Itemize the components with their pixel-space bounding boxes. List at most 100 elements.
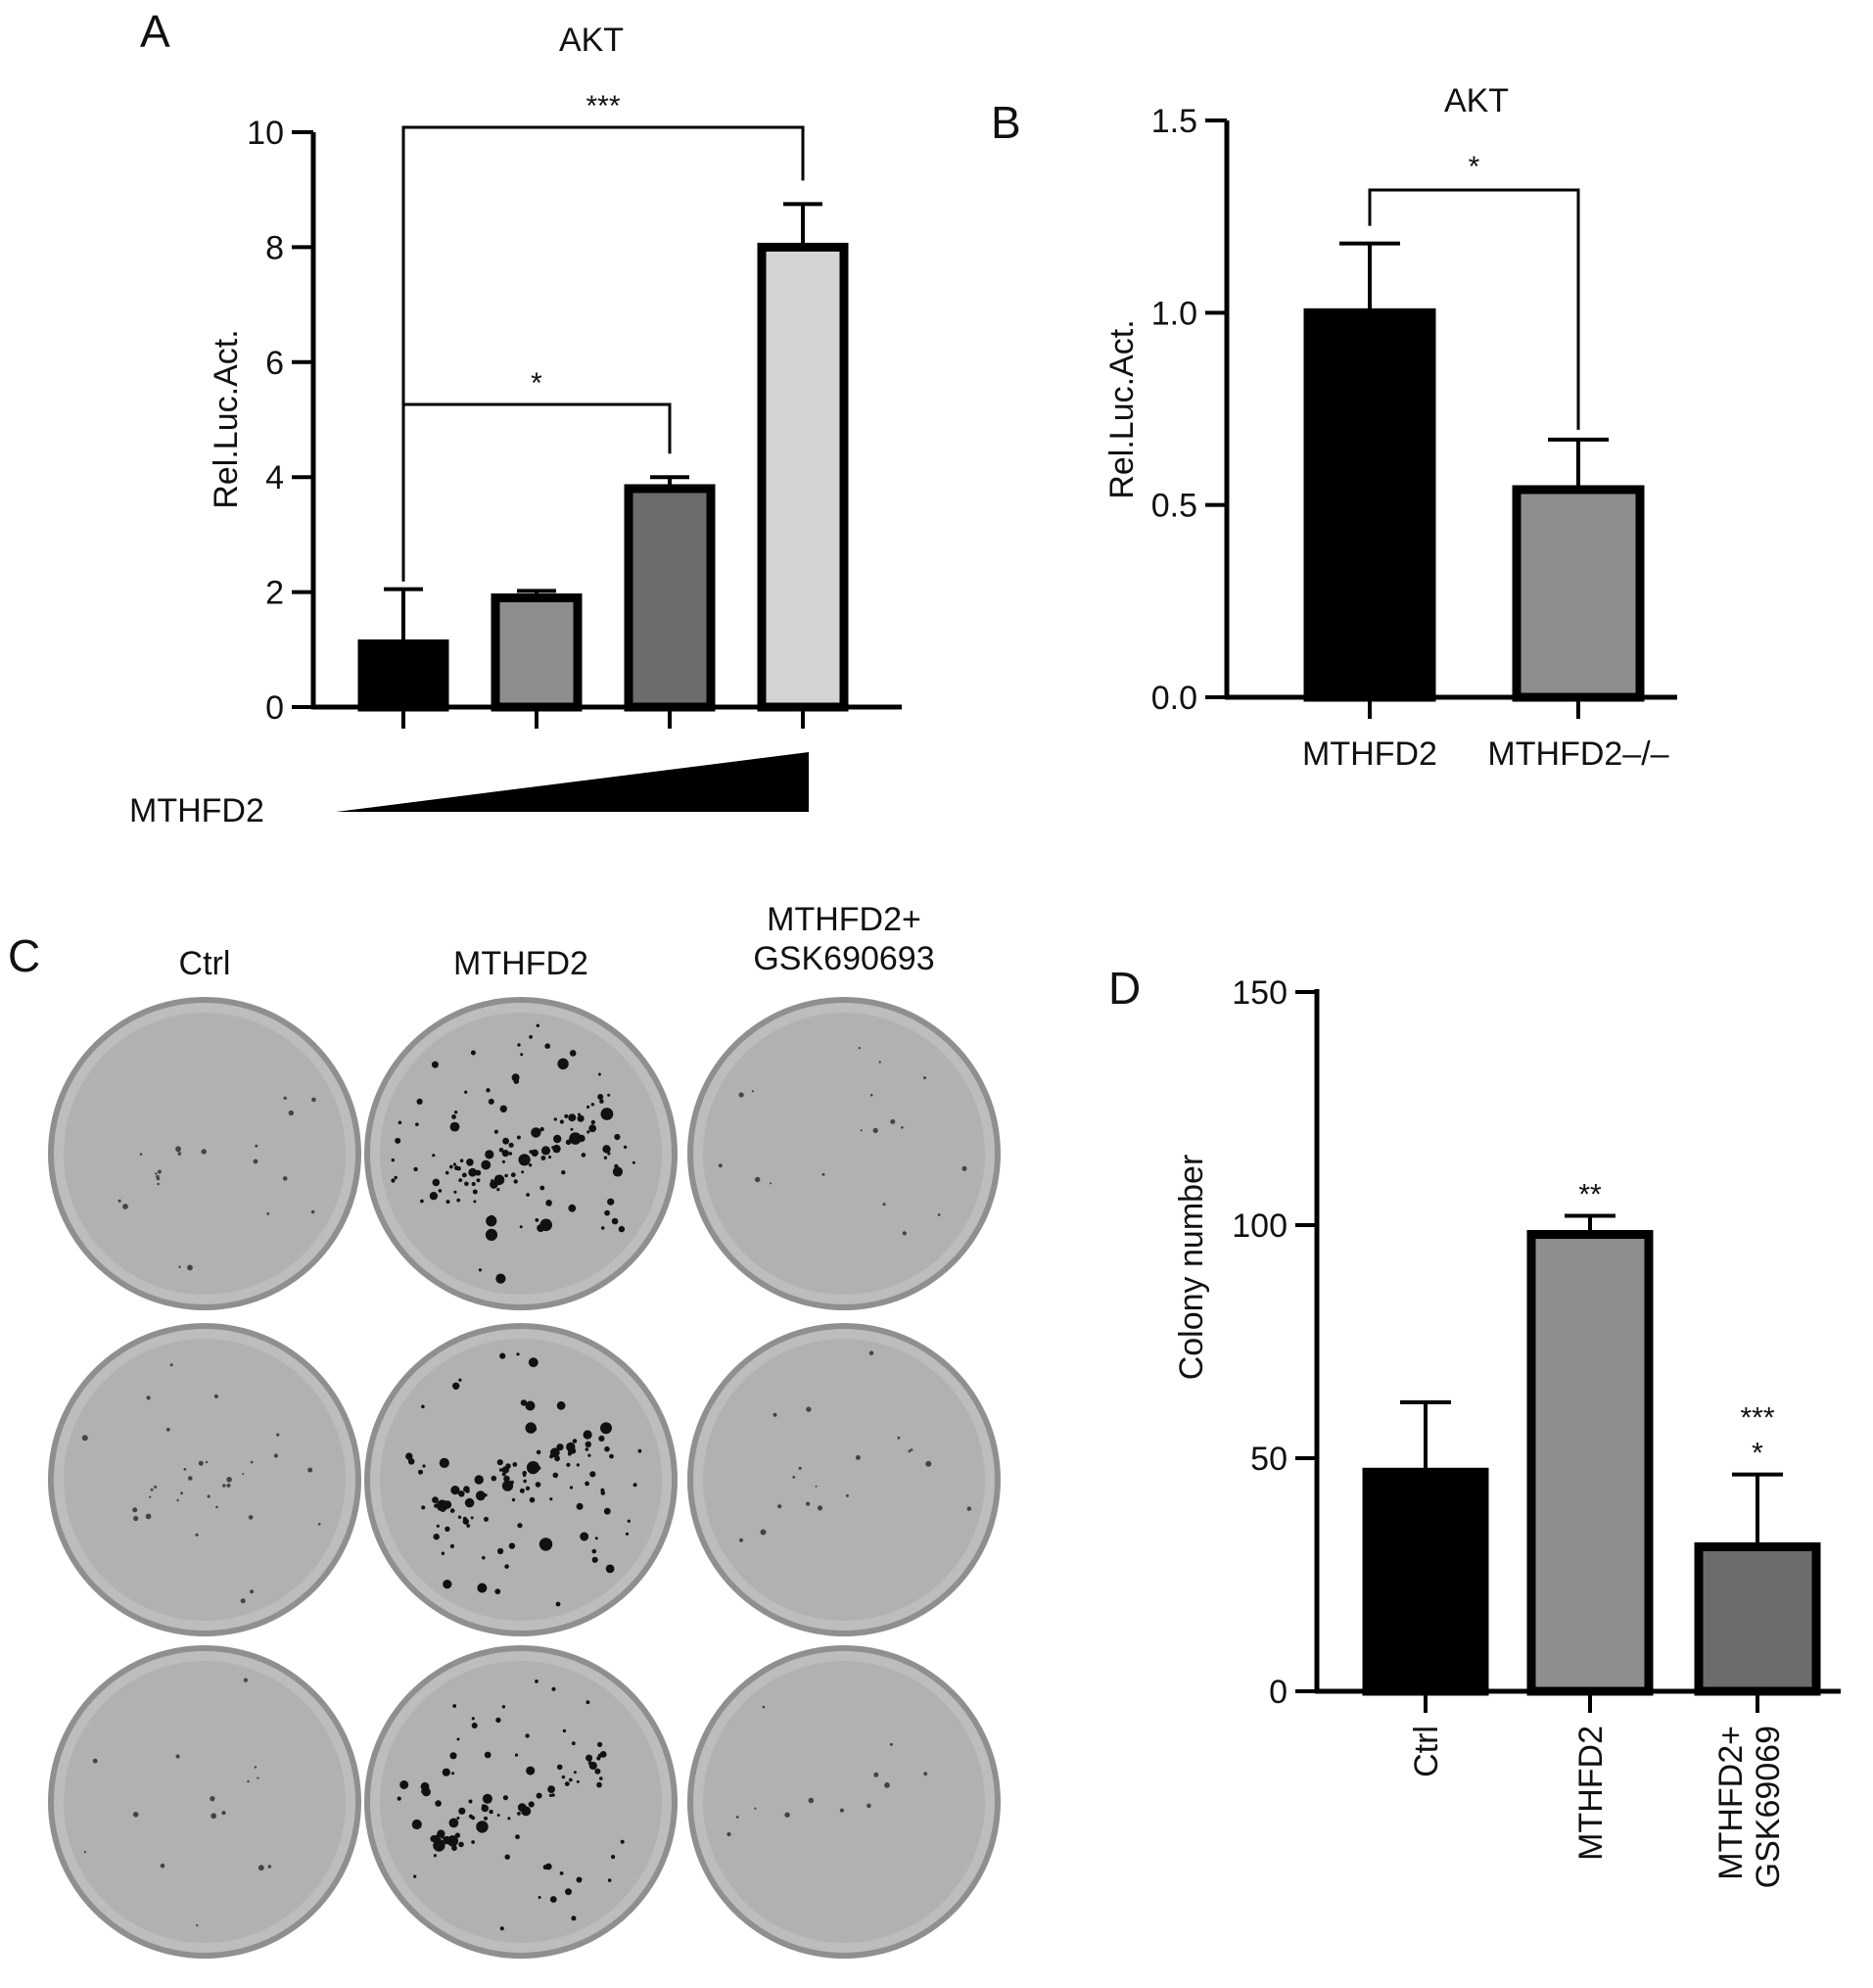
colony-dot	[554, 1455, 560, 1462]
colony-dot	[564, 1113, 569, 1118]
colony-dot	[434, 1503, 439, 1508]
b-y-tick-label: 1.5	[1151, 103, 1197, 140]
colony-dot	[145, 1513, 152, 1520]
colony-dot	[253, 1159, 258, 1164]
colony-dot	[523, 1479, 527, 1484]
colony-dot	[594, 1768, 601, 1775]
panel-d-y-ticks: 0 50 100 150	[1232, 974, 1317, 1711]
colony-dot	[815, 1485, 818, 1488]
colony-dot	[777, 1504, 782, 1509]
x-category-line: MTHFD2	[1572, 1726, 1610, 1861]
colony-dot	[474, 1475, 484, 1485]
colony-dot	[451, 1772, 454, 1775]
colony-dot	[937, 1213, 941, 1216]
colony-dot	[512, 1462, 518, 1467]
colony-dot	[591, 1548, 597, 1554]
colony-dot	[466, 1159, 474, 1166]
colony-dot	[490, 1180, 498, 1189]
colony-dot	[415, 1122, 419, 1126]
plate-column-label: MTHFD2	[453, 945, 588, 982]
colony-dot	[198, 1460, 204, 1466]
colony-dot	[458, 1841, 464, 1848]
colony-dot	[496, 1188, 500, 1192]
colony-dot	[860, 1129, 863, 1132]
colony-dot	[452, 1382, 460, 1391]
culture-plate	[48, 997, 361, 1310]
colony-dot	[436, 1837, 442, 1843]
colony-dot	[821, 1172, 825, 1176]
colony-dot	[267, 1865, 271, 1869]
colony-dot	[283, 1096, 287, 1101]
colony-dot	[598, 1435, 605, 1442]
colony-dot	[925, 1460, 932, 1467]
colony-dot	[839, 1808, 845, 1813]
colony-dot	[521, 1170, 525, 1174]
colony-dot	[449, 1508, 455, 1513]
colony-dot	[792, 1476, 796, 1479]
colony-dot	[485, 1228, 498, 1241]
colony-dot	[561, 1170, 566, 1175]
colony-dot	[420, 1781, 430, 1791]
colony-dot	[437, 1829, 445, 1838]
colony-dot	[604, 1445, 610, 1452]
culture-plate	[48, 1323, 361, 1636]
colony-dot	[83, 1851, 86, 1854]
colony-dot	[542, 1865, 548, 1870]
colony-dot	[471, 1181, 476, 1187]
colony-dot	[515, 1834, 520, 1840]
colony-dot	[433, 1534, 440, 1540]
colony-dot	[132, 1507, 138, 1513]
colony-dot	[458, 1178, 463, 1182]
colony-dot	[149, 1495, 152, 1498]
colony-dot	[459, 1159, 464, 1162]
bar	[1512, 485, 1645, 702]
colony-dot	[157, 1182, 160, 1186]
culture-plate	[687, 1645, 1001, 1959]
colony-dot	[180, 1491, 183, 1495]
colony-dot	[577, 1114, 585, 1122]
colony-dot	[176, 1498, 179, 1502]
colony-dot	[565, 1888, 572, 1896]
colony-dot	[508, 1142, 514, 1148]
colony-dot	[449, 1543, 454, 1548]
colony-dot	[464, 1090, 468, 1094]
colony-dot	[535, 1680, 538, 1683]
colony-dot	[499, 1105, 507, 1113]
panel-a-title: AKT	[559, 22, 624, 59]
colony-dot	[726, 1831, 731, 1837]
colony-dot	[966, 1506, 971, 1511]
panel-d-bars	[1362, 1213, 1821, 1713]
colony-dot	[568, 1777, 573, 1782]
bar	[757, 242, 849, 712]
colony-dot	[432, 1178, 441, 1187]
colony-dot	[755, 1176, 761, 1183]
colony-dot	[607, 1566, 613, 1572]
colony-dot	[489, 1214, 495, 1221]
colony-dot	[897, 1436, 901, 1440]
colony-dot	[476, 1822, 483, 1828]
significance-label: ***	[1740, 1402, 1774, 1435]
colony-dot	[760, 1529, 767, 1536]
bar	[1362, 1467, 1489, 1696]
a-y-tick-label: 2	[265, 575, 284, 612]
colony-dot	[547, 1785, 555, 1793]
colony-dot	[433, 1839, 445, 1852]
panel-c-plates	[48, 997, 1001, 1959]
colony-dot	[637, 1448, 642, 1453]
colony-dot	[866, 1803, 871, 1809]
colony-dot	[448, 1164, 453, 1169]
colony-dot	[538, 1538, 553, 1551]
colony-dot	[549, 1497, 553, 1501]
colony-dot	[227, 1477, 230, 1480]
colony-dot	[481, 1160, 492, 1170]
colony-dot	[569, 1486, 574, 1490]
colony-dot	[478, 1268, 482, 1272]
colony-dot	[504, 1564, 509, 1569]
colony-dot	[590, 1119, 595, 1125]
colony-dot	[513, 1078, 520, 1084]
colony-dot	[517, 1803, 527, 1812]
colony-dot	[607, 1878, 612, 1882]
colony-dot	[587, 1761, 592, 1766]
a-y-tick-label: 6	[265, 345, 284, 382]
colony-dot	[562, 1728, 567, 1733]
